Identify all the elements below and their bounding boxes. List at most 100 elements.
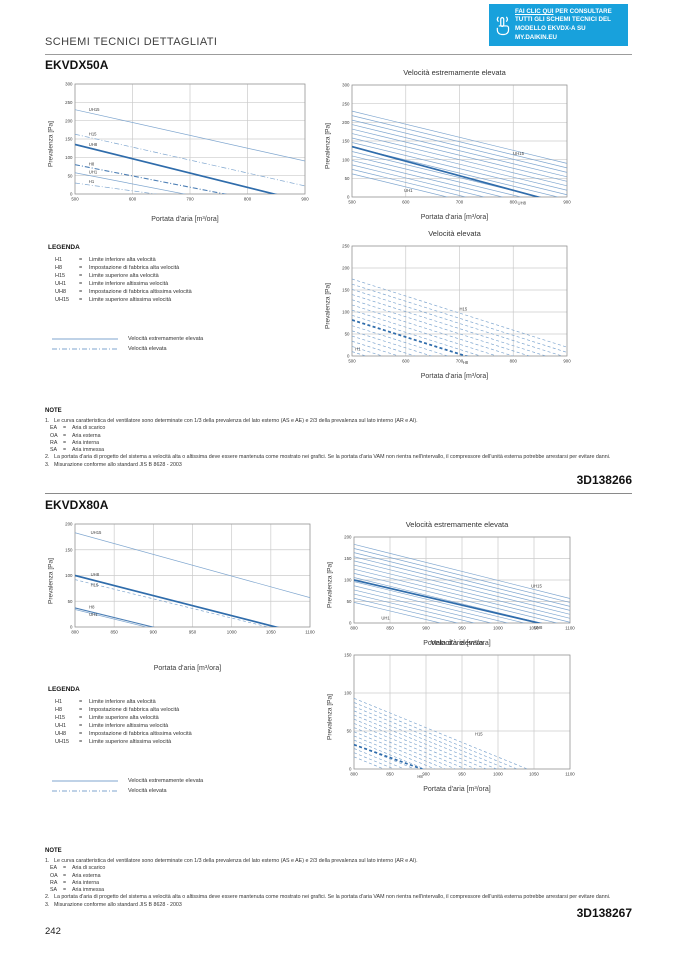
note-text: Misurazione conforme allo standard JIS B… (54, 901, 182, 908)
line-label: H15 (460, 307, 468, 312)
x-tick-label: 500 (348, 200, 356, 205)
legend-sample-dashdot: Velocità elevata (50, 786, 318, 796)
y-tick-label: 150 (65, 547, 73, 552)
legend-items: H1 = Limite inferiore alta velocità H8 = Impo… (48, 256, 318, 304)
y-axis-label: Prevalenza [Pa] (324, 123, 332, 170)
line-label: UH15 (91, 530, 102, 535)
note-sub-def: Aria immessa (72, 887, 105, 894)
legend-item: H8 = Impostazione di fabbrica alta velocit… (55, 706, 318, 714)
chart-ekvdx80a-limits: Prevalenza [Pa] 800 850 900 950 1000 1050 1100… (45, 519, 318, 672)
note-item: 1. Le curva caratteristica del ventilator… (45, 858, 620, 865)
note-sub-eq: = (63, 887, 67, 894)
note-text: La portata d'aria di progetto del sistem… (54, 454, 611, 461)
legend-eq: = (79, 281, 83, 287)
y-tick-label: 50 (345, 332, 350, 337)
y-tick-label: 100 (65, 573, 73, 578)
y-axis-label: Prevalenza [Pa] (47, 121, 55, 168)
legend-def: Impostazione di fabbrica alta velocità (89, 265, 180, 271)
note-sub-def: Aria interna (72, 439, 100, 446)
x-tick-label: 900 (563, 200, 571, 205)
drawing-code-ekvdx50a: 3D138266 (576, 473, 632, 487)
legend-item: UH1 = Limite inferiore altissima velocità (55, 722, 318, 730)
legend-eq: = (79, 289, 83, 295)
line-label: H8 (463, 360, 469, 365)
chart-ekvdx80a-velocita-estremamente-elevata: Velocità estremamente elevata Prevalenza… (324, 520, 578, 647)
line-label: UH15 (89, 107, 100, 112)
chart-title: Velocità estremamente elevata (403, 68, 506, 77)
chart-ekvdx50a-velocita-elevata: Velocità elevata Prevalenza [Pa] 500 600 7… (322, 229, 575, 380)
section-divider (45, 493, 632, 494)
y-tick-label: 50 (68, 599, 73, 604)
note-item: 3. Misurazione conforme allo standard JIS… (45, 902, 620, 909)
legend-term: UH1 (55, 723, 67, 729)
legend-term: H15 (55, 715, 66, 721)
legend-def: Impostazione di fabbrica alta velocità (89, 707, 180, 713)
note-text: Misurazione conforme allo standard JIS B… (54, 461, 182, 468)
solid-line-sample (52, 338, 118, 340)
x-tick-label: 900 (422, 772, 430, 777)
y-tick-label: 100 (65, 155, 73, 160)
note-sub-term: OA (50, 872, 58, 879)
legend-sample-solid: Velocità estremamente elevata (50, 334, 318, 344)
note-sub-eq: = (63, 432, 67, 439)
line-label: UH1 (89, 612, 98, 617)
legend-term: UH15 (55, 739, 70, 745)
y-tick-label: 250 (65, 100, 73, 105)
note-item: 3. Misurazione conforme allo standard JIS… (45, 462, 620, 469)
line-label: UH15 (513, 151, 524, 156)
x-tick-label: 700 (456, 200, 464, 205)
callout-link-text[interactable]: FAI CLIC QUI (515, 7, 554, 15)
mydaikin-callout-button[interactable]: FAI CLIC QUI PER CONSULTARE TUTTI GLI SC… (489, 4, 628, 46)
x-axis-label: Portata d'aria [m³/ora] (423, 786, 491, 793)
legend-ekvdx80a: LEGENDA H1 = Limite inferiore alta velocit… (48, 686, 318, 796)
header-divider (45, 54, 632, 55)
legend-item: H15 = Limite superiore alta velocità (55, 714, 318, 722)
note-sub-item: OA = Aria esterna (50, 433, 620, 440)
legend-def: Impostazione di fabbrica altissima veloc… (89, 731, 192, 737)
chart-plot-area: 500 600 700 800 900 0 50 100 150 200 250 300 UH15 UH1… (334, 80, 575, 213)
legend-eq: = (79, 273, 83, 279)
x-tick-label: 1050 (529, 626, 539, 631)
legend-term: H15 (55, 273, 66, 279)
legend-item: UH8 = Impostazione di fabbrica altissima v… (55, 288, 318, 296)
note-number: 2. (45, 894, 50, 901)
legend-heading: LEGENDA (48, 686, 80, 693)
legend-sample-solid: Velocità estremamente elevata (50, 776, 318, 786)
note-ekvdx50a: NOTE 1. Le curva caratteristica del venti… (45, 408, 620, 469)
chart-canvas: 500 600 700 800 900 0 50 100 150 200 250 300 UH15 UH1… (342, 83, 571, 206)
line-label: UH15 (531, 584, 542, 589)
y-tick-label: 100 (342, 157, 350, 162)
page-title: SCHEMI TECNICI DETTAGLIATI (45, 36, 218, 48)
x-axis-label: Portata d'aria [m³/ora] (153, 665, 222, 672)
note-sub-item: RA = Aria interna (50, 880, 620, 887)
line-label: UH1 (381, 616, 390, 621)
note-text: Le curva caratteristica del ventilatore … (54, 858, 418, 864)
note-items: 1. Le curva caratteristica del ventilator… (45, 858, 620, 909)
note-number: 1. (45, 858, 50, 864)
y-tick-label: 0 (349, 621, 352, 626)
y-tick-label: 100 (344, 578, 352, 583)
chart-title: Velocità estremamente elevata (405, 520, 509, 529)
x-tick-label: 800 (71, 630, 79, 635)
note-sub-eq: = (63, 865, 67, 872)
note-sub-eq: = (63, 872, 67, 879)
legend-line-samples: Velocità estremamente elevata Velocità el… (50, 334, 318, 354)
x-tick-label: 850 (386, 772, 394, 777)
x-tick-label: 900 (422, 626, 430, 631)
y-tick-label: 0 (70, 625, 73, 630)
note-sub-def: Aria immessa (72, 447, 105, 454)
legend-eq: = (79, 715, 83, 721)
note-heading: NOTE (45, 848, 62, 854)
y-tick-label: 150 (342, 288, 350, 293)
x-tick-label: 950 (458, 772, 466, 777)
y-tick-label: 200 (344, 535, 352, 540)
legend-def: Limite superiore alta velocità (89, 273, 159, 279)
note-sub-item: EA = Aria di scarico (50, 425, 620, 432)
line-label: H8 (417, 774, 423, 779)
solid-line-sample (52, 780, 118, 782)
legend-def: Limite superiore altissima velocità (89, 297, 172, 303)
legend-item: H15 = Limite superiore alta velocità (55, 272, 318, 280)
x-tick-label: 600 (402, 200, 410, 205)
legend-def: Limite superiore altissima velocità (89, 739, 172, 745)
x-axis-label: Portata d'aria [m³/ora] (423, 640, 491, 647)
